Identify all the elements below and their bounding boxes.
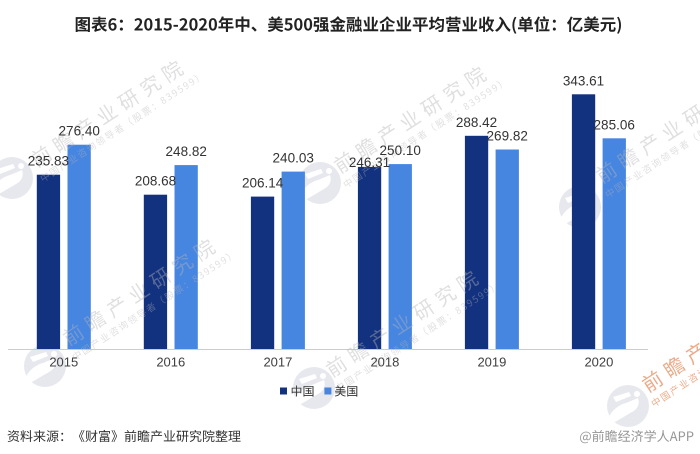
svg-text:2015: 2015 xyxy=(49,355,78,370)
svg-text:285.06: 285.06 xyxy=(594,117,635,132)
svg-text:2020: 2020 xyxy=(584,355,613,370)
svg-text:343.61: 343.61 xyxy=(563,73,604,88)
svg-text:269.82: 269.82 xyxy=(487,129,528,144)
svg-text:2017: 2017 xyxy=(263,355,292,370)
svg-text:248.82: 248.82 xyxy=(166,144,207,159)
svg-text:2019: 2019 xyxy=(477,355,506,370)
svg-text:2018: 2018 xyxy=(370,355,399,370)
svg-text:240.03: 240.03 xyxy=(273,151,314,166)
svg-text:235.83: 235.83 xyxy=(28,154,69,169)
svg-text:2016: 2016 xyxy=(156,355,185,370)
svg-text:246.31: 246.31 xyxy=(349,155,390,170)
svg-text:206.14: 206.14 xyxy=(242,176,284,191)
svg-text:276.40: 276.40 xyxy=(59,124,100,139)
svg-text:208.68: 208.68 xyxy=(135,174,176,189)
svg-text:250.10: 250.10 xyxy=(380,143,421,158)
svg-text:288.42: 288.42 xyxy=(456,115,497,130)
